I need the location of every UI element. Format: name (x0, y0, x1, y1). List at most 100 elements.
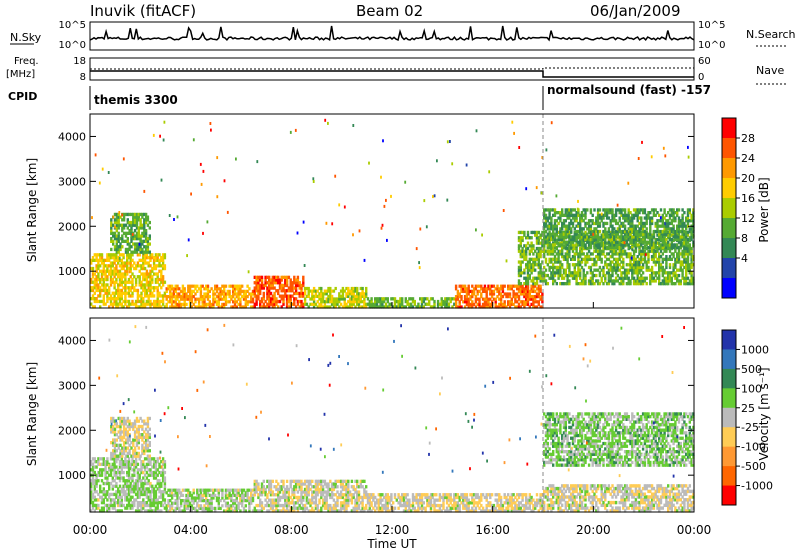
data-cell (625, 235, 629, 239)
data-cell (546, 238, 549, 243)
data-cell (208, 493, 211, 497)
data-cell (287, 299, 291, 304)
data-cell (201, 295, 204, 299)
data-cell (266, 281, 269, 285)
data-cell (126, 226, 129, 230)
data-cell (688, 265, 691, 270)
data-cell (591, 279, 594, 283)
data-cell (115, 250, 118, 254)
data-cell (95, 479, 98, 483)
data-cell (90, 490, 93, 494)
data-cell (568, 211, 571, 215)
data-cell (555, 265, 558, 270)
data-cell (641, 208, 645, 212)
data-cell (537, 246, 540, 251)
data-cell (152, 495, 156, 499)
data-cell (115, 266, 118, 271)
data-cell (474, 284, 478, 288)
data-cell (616, 229, 620, 234)
data-cell (607, 279, 611, 283)
data-cell (206, 504, 210, 508)
data-cell (672, 213, 675, 217)
data-cell (580, 260, 584, 264)
data-cell (523, 257, 526, 261)
data-cell (141, 231, 144, 235)
data-cell (629, 279, 632, 283)
data-cell (638, 265, 641, 270)
data-cell (110, 451, 113, 456)
scatter-echo (163, 120, 166, 124)
data-cell (379, 297, 382, 301)
data-cell (489, 292, 492, 296)
data-cell (100, 258, 104, 262)
data-cell (115, 272, 118, 276)
data-cell (627, 213, 630, 217)
data-cell (544, 279, 548, 283)
data-cell (136, 492, 140, 497)
data-cell (178, 488, 181, 492)
data-cell (273, 305, 276, 309)
data-cell (525, 246, 528, 251)
data-cell (602, 221, 605, 226)
data-cell (143, 503, 147, 508)
data-cell (575, 241, 578, 245)
data-cell (570, 235, 573, 239)
noise-right-tick-top: 10^5 (698, 20, 725, 31)
data-cell (147, 275, 150, 279)
data-cell (598, 216, 602, 220)
data-cell (676, 224, 679, 228)
data-cell (658, 276, 661, 280)
data-cell (117, 226, 120, 230)
data-cell (667, 240, 670, 244)
data-cell (296, 278, 300, 282)
data-cell (127, 468, 131, 472)
data-cell (140, 291, 143, 295)
data-cell (294, 283, 298, 288)
data-cell (546, 249, 549, 253)
data-cell (135, 231, 139, 235)
data-cell (117, 247, 120, 252)
data-cell (190, 506, 194, 510)
data-cell (614, 244, 618, 248)
data-cell (169, 297, 172, 301)
data-cell (685, 240, 688, 244)
data-cell (525, 263, 528, 267)
data-cell (465, 297, 469, 301)
data-cell (609, 241, 612, 245)
data-cell (212, 506, 215, 510)
data-cell (528, 305, 531, 309)
data-cell (611, 265, 614, 270)
data-cell (294, 278, 298, 282)
data-cell (174, 302, 177, 306)
data-cell (579, 243, 582, 247)
data-cell (223, 302, 226, 306)
data-cell (228, 289, 231, 293)
data-cell (640, 255, 643, 259)
data-cell (548, 243, 551, 247)
data-cell (99, 473, 102, 477)
data-cell (676, 237, 679, 242)
data-cell (187, 506, 190, 510)
data-cell (130, 231, 133, 235)
data-cell (126, 451, 129, 456)
data-cell (663, 268, 666, 272)
data-cell (654, 224, 657, 228)
data-cell (638, 237, 641, 242)
data-cell (652, 241, 656, 245)
data-cell (181, 289, 185, 293)
data-cell (140, 460, 143, 464)
data-cell (151, 457, 154, 461)
data-cell (219, 295, 222, 299)
data-cell (543, 265, 546, 270)
scatter-echo (488, 170, 491, 174)
data-cell (128, 245, 131, 249)
data-cell (294, 291, 298, 296)
data-cell (444, 297, 447, 301)
data-cell (143, 487, 147, 491)
data-cell (147, 261, 150, 265)
data-cell (579, 263, 582, 267)
scatter-echo (631, 248, 634, 252)
data-cell (321, 292, 325, 296)
data-cell (686, 216, 690, 220)
data-cell (587, 240, 591, 244)
